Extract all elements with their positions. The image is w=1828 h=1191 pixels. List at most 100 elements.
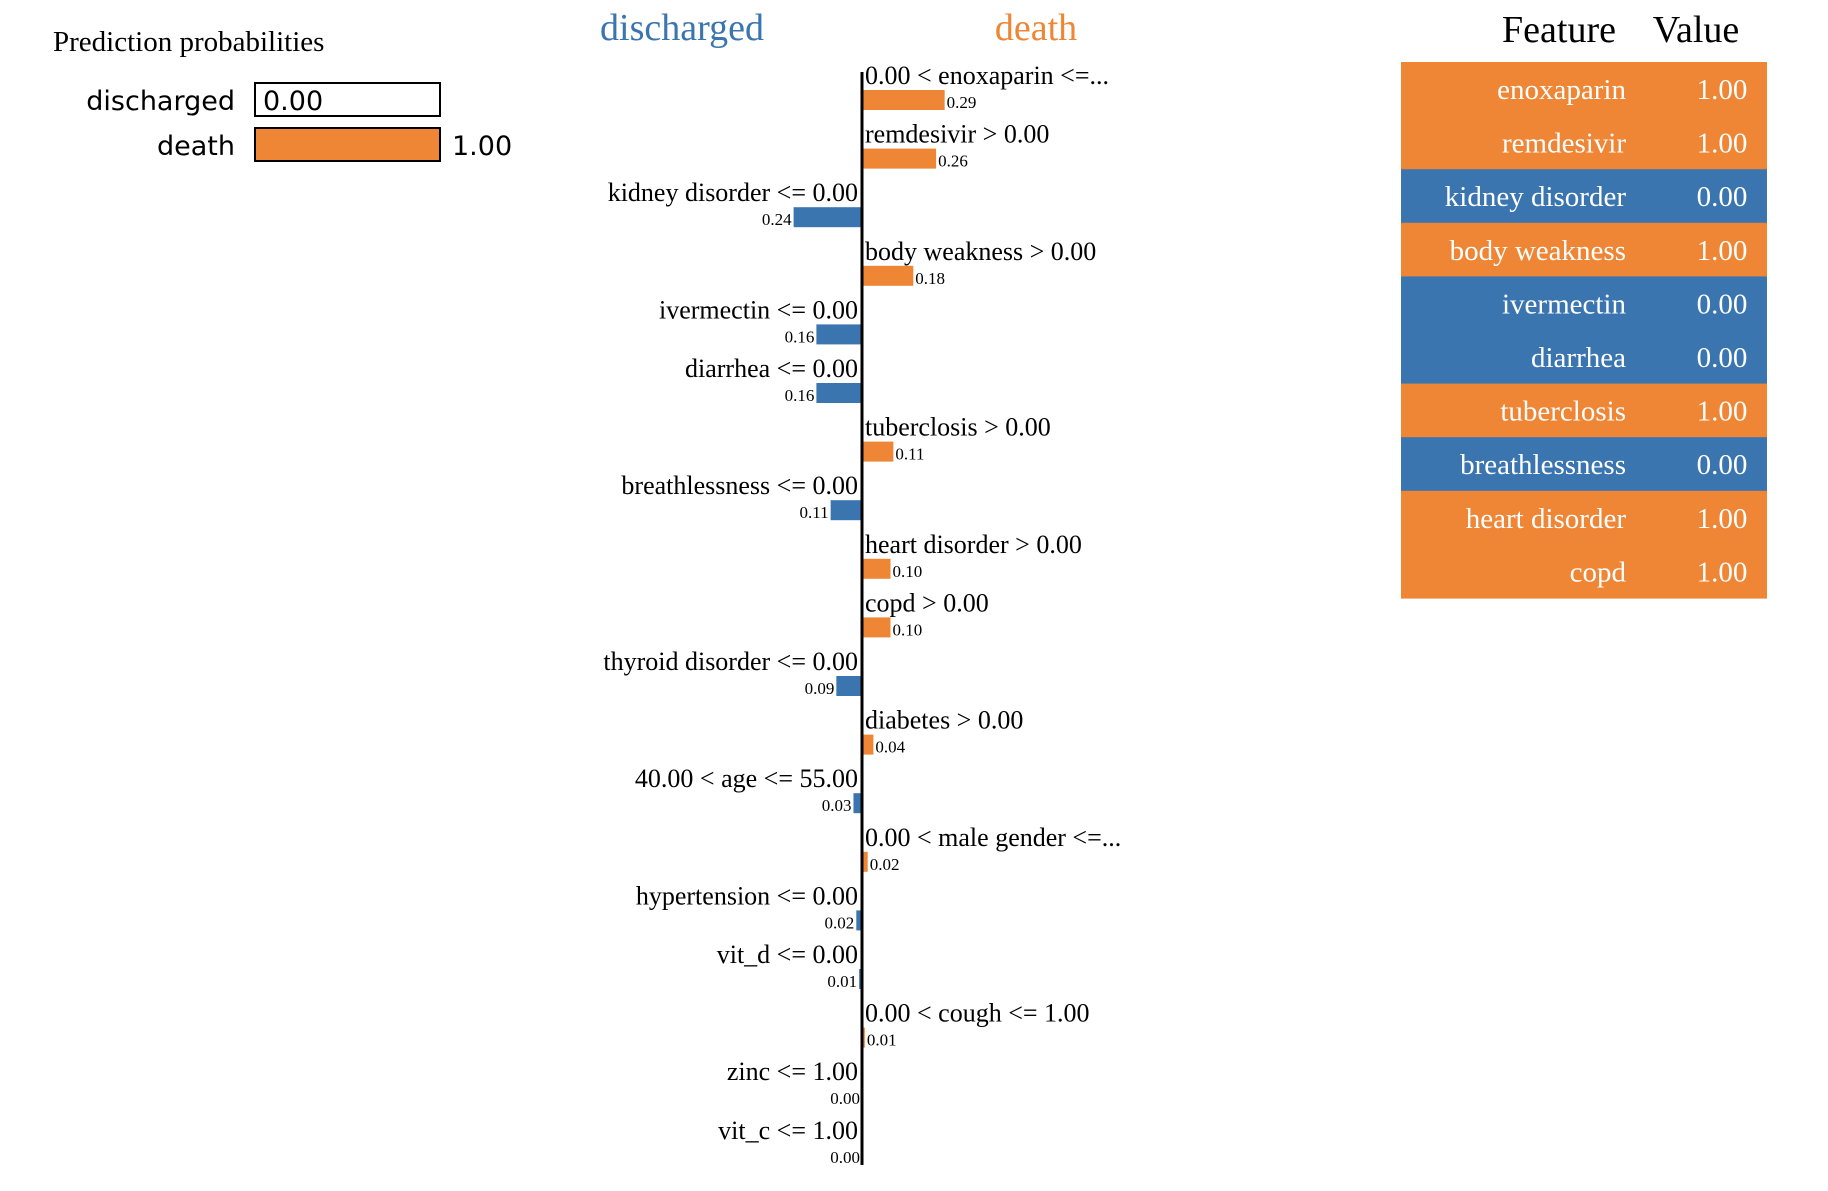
table-row-background [1401,222,1767,277]
contribution-value: 0.02 [825,913,855,932]
explanation-panel: discharged death 0.00 < enoxaparin <=...… [600,7,1121,1167]
value-column-header: Value [1653,9,1740,51]
table-row: remdesivir 1.00 [1401,115,1767,170]
feature-condition-label: 0.00 < male gender <=... [865,823,1121,852]
contribution-bar [862,265,914,286]
table-feature-cell: diarrhea [1531,342,1626,374]
probabilities-title: Prediction probabilities [53,26,324,58]
feature-condition-label: heart disorder > 0.00 [865,530,1082,559]
feature-condition-label: vit_d <= 0.00 [717,940,858,969]
explanation-row: breathlessness <= 0.00 0.11 [621,471,862,522]
feature-condition-label: breathlessness <= 0.00 [621,471,858,500]
explanation-row: vit_c <= 1.00 0.00 [718,1116,860,1167]
contribution-bar [856,910,862,931]
feature-condition-label: 40.00 < age <= 55.00 [635,764,858,793]
table-value-cell: 0.00 [1697,342,1748,374]
explanation-row: 0.00 < male gender <=... 0.02 [862,823,1121,874]
feature-condition-label: vit_c <= 1.00 [718,1116,858,1145]
explanation-row: diabetes > 0.00 0.04 [862,706,1023,757]
contribution-value: 0.01 [867,1031,897,1050]
table-value-cell: 1.00 [1697,396,1748,428]
explanation-row: 0.00 < enoxaparin <=... 0.29 [862,61,1109,112]
contribution-bar [862,90,945,110]
table-feature-cell: remdesivir [1502,128,1626,160]
table-feature-cell: breathlessness [1460,449,1626,481]
explanation-row: heart disorder > 0.00 0.10 [862,530,1082,581]
table-row-background [1401,115,1767,170]
left-class-header: discharged [600,7,764,49]
contribution-bar [862,441,894,462]
table-value-cell: 0.00 [1697,288,1748,320]
table-value-cell: 1.00 [1697,74,1748,106]
table-row: body weakness 1.00 [1401,222,1767,277]
probability-row-discharged: discharged 0.00 [86,82,441,117]
table-row-background [1401,490,1767,545]
probability-value: 1.00 [452,131,512,162]
feature-condition-label: diabetes > 0.00 [865,706,1023,735]
table-value-cell: 1.00 [1697,235,1748,267]
table-feature-cell: ivermectin [1502,288,1627,320]
contribution-value: 0.01 [827,972,857,991]
contribution-bar [830,500,862,521]
contribution-value: 0.11 [800,503,829,522]
contribution-value: 0.10 [893,620,923,639]
table-row-background [1401,62,1767,117]
explanation-row: 40.00 < age <= 55.00 0.03 [635,764,862,815]
contribution-bar [862,148,937,169]
feature-condition-label: tuberclosis > 0.00 [865,413,1051,442]
feature-column-header: Feature [1502,9,1616,51]
table-row: ivermectin 0.00 [1401,276,1767,331]
feature-value-table: Feature Value enoxaparin 1.00 remdesivir 1.… [1401,9,1767,599]
explanation-row: tuberclosis > 0.00 0.11 [862,413,1051,464]
explanation-row: zinc <= 1.00 0.00 [727,1057,860,1108]
explanation-row: ivermectin <= 0.00 0.16 [659,295,862,346]
table-feature-cell: enoxaparin [1497,74,1626,106]
explanation-row: diarrhea <= 0.00 0.16 [685,354,862,405]
contribution-value: 0.00 [830,1148,860,1167]
explanation-row: kidney disorder <= 0.00 0.24 [608,178,862,229]
feature-condition-label: diarrhea <= 0.00 [685,354,858,383]
feature-condition-label: 0.00 < enoxaparin <=... [865,61,1109,90]
feature-condition-label: body weakness > 0.00 [865,237,1096,266]
feature-condition-label: remdesivir > 0.00 [865,120,1049,149]
table-value-cell: 0.00 [1697,449,1748,481]
probability-row-death: death 1.00 [157,127,512,162]
table-row-background [1401,544,1767,599]
contribution-bar [862,734,874,755]
prediction-probabilities-panel: Prediction probabilities discharged 0.00 d… [53,26,512,162]
table-feature-cell: tuberclosis [1500,396,1626,428]
feature-condition-label: kidney disorder <= 0.00 [608,178,858,207]
contribution-value: 0.04 [875,738,905,757]
table-row: kidney disorder 0.00 [1401,169,1767,224]
table-feature-cell: copd [1570,556,1627,588]
contribution-bar [862,851,868,872]
contribution-bar [816,383,862,403]
contribution-value: 0.11 [895,445,924,464]
table-value-cell: 1.00 [1697,556,1748,588]
table-row: breathlessness 0.00 [1401,437,1767,492]
contribution-bar [816,324,862,345]
table-row-background [1401,437,1767,492]
explanation-row: thyroid disorder <= 0.00 0.09 [603,647,862,698]
contribution-bar [862,617,891,638]
contribution-value: 0.10 [893,562,923,581]
probability-label-death: death [157,131,235,162]
contribution-value: 0.09 [805,679,835,698]
table-row-background [1401,330,1767,385]
contribution-bar [853,793,862,814]
feature-condition-label: thyroid disorder <= 0.00 [603,647,858,676]
probability-bar-outline [254,82,441,117]
contribution-value: 0.26 [938,152,968,171]
table-row: tuberclosis 1.00 [1401,383,1767,438]
contribution-value: 0.16 [785,386,815,405]
explanation-row: body weakness > 0.00 0.18 [862,237,1096,288]
explanation-row: vit_d <= 0.00 0.01 [717,940,862,991]
contribution-bar [862,558,891,579]
probability-bar-fill [254,127,441,162]
feature-condition-label: 0.00 < cough <= 1.00 [865,999,1090,1028]
table-row: enoxaparin 1.00 [1401,62,1767,117]
table-feature-cell: heart disorder [1466,503,1627,535]
table-row-background [1401,276,1767,331]
explanation-row: hypertension <= 0.00 0.02 [636,881,862,932]
